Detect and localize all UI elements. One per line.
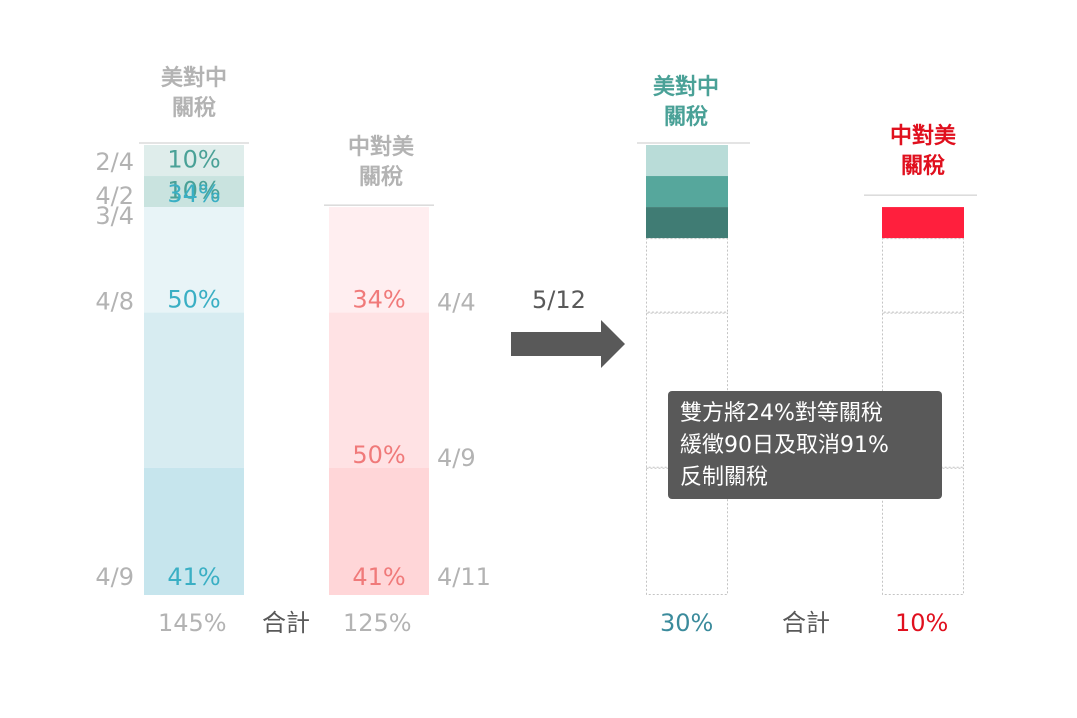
us-tariff-value-label: 34% [167,180,220,208]
cn-suspended-tariff-segment [882,312,964,468]
us-new-tariff-segment [646,207,728,239]
us-tariff-segment [144,207,244,313]
us-new-tariff-segment [646,145,728,177]
cn-new-tariff-segment [882,207,964,239]
after-total-label: 合計 [782,609,830,637]
after-cn-header: 中對美 關稅 [868,122,978,182]
cn-tariff-date-label: 4/4 [437,289,476,317]
us-tariff-value-label: 50% [167,286,220,314]
before-cn-header-line1: 中對美 [347,135,414,160]
us-tariff-segment [144,312,244,468]
callout-line-2: 緩徵90日及取消91% [680,433,889,458]
after-us-total: 30% [660,609,714,637]
us-tariff-value-label: 10% [167,146,220,174]
us-tariff-date-label: 4/9 [95,563,134,591]
date-label: 5/12 [532,286,586,314]
cn-tariff-segment [329,207,429,313]
cn-tariff-segment [329,467,429,595]
after-us-header-line1: 美對中 [652,75,719,100]
cn-suspended-tariff-segment [882,238,964,313]
before-us-total: 145% [158,609,227,637]
callout-line-3: 反制關稅 [680,465,769,490]
cn-tariff-date-label: 4/11 [437,563,491,591]
us-tariff-date-label: 4/2 [95,182,134,210]
cn-tariff-value-label: 50% [352,441,405,469]
after-us-header-line2: 關稅 [663,105,708,130]
before-cn-header: 中對美 關稅 [326,133,436,193]
us-tariff-value-label: 41% [167,563,220,591]
us-tariff-segment [144,467,244,595]
after-cn-header-line1: 中對美 [889,124,956,149]
us-tariff-segment [144,145,244,177]
after-cn-header-line2: 關稅 [900,154,945,179]
before-cn-total: 125% [343,609,412,637]
callout-line-1: 雙方將24%對等關稅 [680,401,883,426]
before-us-header-line1: 美對中 [160,66,227,91]
before-total-label: 合計 [262,609,310,637]
us-tariff-date-label: 3/4 [95,202,134,230]
us-tariff-value-label: 10% [167,177,220,205]
us-new-tariff-segment [646,176,728,208]
arrow-icon [511,320,625,368]
before-cn-header-line2: 關稅 [358,165,403,190]
us-suspended-tariff-segment [646,238,728,313]
cn-tariff-value-label: 41% [352,563,405,591]
us-tariff-date-label: 2/4 [95,148,134,176]
us-tariff-segment [144,176,244,208]
cn-tariff-segment [329,312,429,468]
cn-tariff-value-label: 34% [352,286,405,314]
us-suspended-tariff-segment [646,312,728,468]
us-tariff-date-label: 4/8 [95,288,134,316]
before-us-header: 美對中 關稅 [139,64,249,124]
after-cn-total: 10% [895,609,949,637]
cn-tariff-date-label: 4/9 [437,444,476,472]
before-us-header-line2: 關稅 [171,96,216,121]
callout-box: 雙方將24%對等關稅 緩徵90日及取消91% 反制關稅 [668,391,942,499]
after-us-header: 美對中 關稅 [631,73,741,133]
